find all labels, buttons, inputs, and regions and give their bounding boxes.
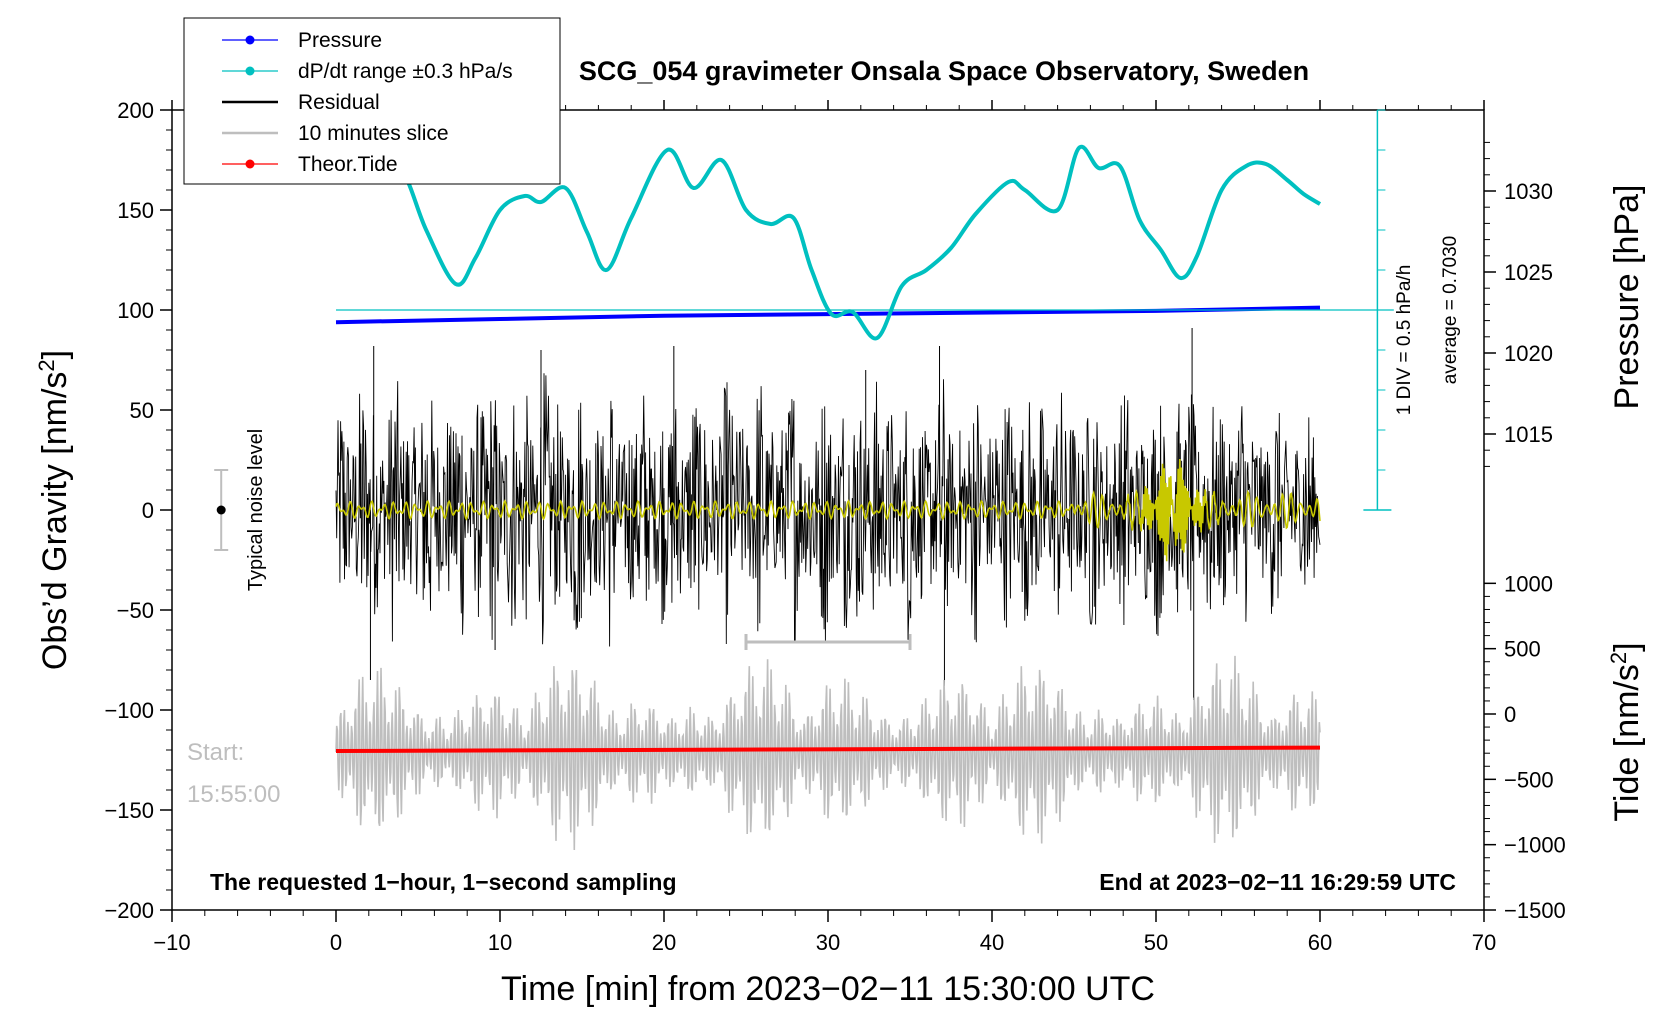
legend-label: dP/dt range ±0.3 hPa/s <box>298 60 513 83</box>
pressure-line <box>335 305 1321 325</box>
gravity-axis-label: Obs’d Gravity [nm/s2] <box>34 350 74 670</box>
slice-line <box>335 655 1321 851</box>
x-tick-label: 40 <box>980 930 1004 955</box>
x-axis-label: Time [min] from 2023−02−11 15:30:00 UTC <box>501 970 1155 1008</box>
tide-tick-label: −500 <box>1504 767 1554 792</box>
x-tick-label: 60 <box>1308 930 1332 955</box>
pressure-tick-label: 1015 <box>1504 422 1553 447</box>
y-tick-label: 100 <box>117 298 154 323</box>
noise-center-dot <box>216 505 226 515</box>
residual-line <box>335 373 1321 647</box>
average-note: average = 0.7030 <box>1440 236 1461 384</box>
y-tick-label: −150 <box>104 798 154 823</box>
tide-tick-label: 0 <box>1504 702 1516 727</box>
y-tick-label: 50 <box>130 398 154 423</box>
pressure-tick-label: 1025 <box>1504 260 1553 285</box>
tide-tick-label: 1000 <box>1504 571 1553 596</box>
series-layer <box>334 116 1322 851</box>
tide-axis-label: Tide [nm/s2] <box>1606 642 1646 821</box>
y-tick-label: −50 <box>117 598 154 623</box>
legend-label: 10 minutes slice <box>298 122 449 145</box>
legend: Pressure dP/dt range ±0.3 hPa/s Residual 10… <box>183 17 561 185</box>
legend-label: Pressure <box>298 29 382 52</box>
x-tick-label: −10 <box>153 930 190 955</box>
start-label: Start: <box>187 739 244 766</box>
legend-marker <box>245 66 255 76</box>
footnote-left: The requested 1−hour, 1−second sampling <box>210 869 677 895</box>
pressure-tick-label: 1030 <box>1504 179 1553 204</box>
tide-tick-label: 500 <box>1504 637 1541 662</box>
y-tick-label: 0 <box>142 498 154 523</box>
y-tick-label: −100 <box>104 698 154 723</box>
chart-title: SCG_054 gravimeter Onsala Space Observat… <box>579 56 1309 86</box>
tide-line <box>335 745 1321 753</box>
tide-tick-label: −1000 <box>1504 833 1566 858</box>
y-tick-label: −200 <box>104 898 154 923</box>
x-tick-label: 20 <box>652 930 676 955</box>
noise-level-label: Typical noise level <box>245 429 267 591</box>
y-tick-label: 150 <box>117 198 154 223</box>
dpdt-line <box>334 116 1322 341</box>
x-tick-label: 30 <box>816 930 840 955</box>
x-tick-label: 0 <box>330 930 342 955</box>
x-tick-label: 50 <box>1144 930 1168 955</box>
start-time-label: 15:55:00 <box>187 781 280 808</box>
x-tick-label: 70 <box>1472 930 1496 955</box>
legend-label: Residual <box>298 91 380 114</box>
pressure-axis-label: Pressure [hPa] <box>1608 185 1646 410</box>
footnote-right: End at 2023−02−11 16:29:59 UTC <box>1099 869 1456 895</box>
x-tick-label: 10 <box>488 930 512 955</box>
y-tick-label: 200 <box>117 98 154 123</box>
div-scale-note: 1 DIV = 0.5 hPa/h <box>1394 265 1415 416</box>
filtered-line <box>335 458 1321 562</box>
pressure-tick-label: 1020 <box>1504 341 1553 366</box>
axis-layer: −10 0 10 20 30 40 50 60 70−200−150−100−500501001… <box>104 98 1565 955</box>
legend-marker <box>245 159 255 169</box>
legend-label: Theor.Tide <box>298 153 398 176</box>
tide-tick-label: −1500 <box>1504 898 1566 923</box>
legend-marker <box>245 35 255 45</box>
